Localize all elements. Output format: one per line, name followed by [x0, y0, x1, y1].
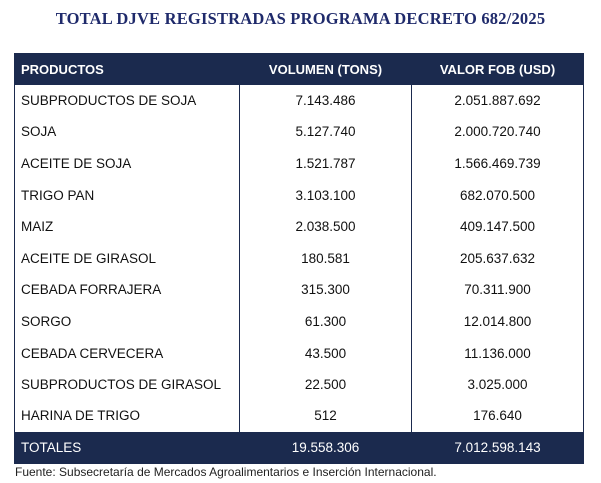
volume-cell: 3.103.100 [239, 179, 412, 211]
product-cell: TRIGO PAN [14, 179, 240, 211]
total-volume: 19.558.306 [239, 431, 412, 464]
value-cell: 11.136.000 [411, 337, 584, 369]
product-cell: MAIZ [14, 210, 240, 243]
volume-cell: 7.143.486 [239, 84, 412, 117]
value-cell: 176.640 [411, 400, 584, 433]
value-cell: 205.637.632 [411, 242, 584, 275]
volume-cell: 22.500 [239, 368, 412, 401]
volume-cell: 43.500 [239, 337, 412, 369]
volume-cell: 180.581 [239, 242, 412, 275]
product-cell: SUBPRODUCTOS DE GIRASOL [14, 368, 240, 401]
header-productos: PRODUCTOS [14, 53, 240, 85]
table-row: ACEITE DE GIRASOL 180.581 205.637.632 [14, 242, 584, 275]
value-cell: 3.025.000 [411, 368, 584, 401]
product-cell: HARINA DE TRIGO [14, 400, 240, 433]
value-cell: 2.051.887.692 [411, 84, 584, 117]
table-row: SUBPRODUCTOS DE GIRASOL 22.500 3.025.000 [14, 368, 584, 401]
volume-cell: 1.521.787 [239, 147, 412, 180]
table-header-row: PRODUCTOS VOLUMEN (TONS) VALOR FOB (USD) [14, 53, 584, 85]
table-row: CEBADA FORRAJERA 315.300 70.311.900 [14, 274, 584, 306]
page-title: TOTAL DJVE REGISTRADAS PROGRAMA DECRETO … [55, 9, 546, 28]
value-cell: 409.147.500 [411, 210, 584, 243]
value-cell: 1.566.469.739 [411, 147, 584, 180]
value-cell: 2.000.720.740 [411, 116, 584, 148]
table-row: HARINA DE TRIGO 512 176.640 [14, 400, 584, 433]
value-cell: 682.070.500 [411, 179, 584, 211]
value-cell: 70.311.900 [411, 274, 584, 306]
product-cell: CEBADA CERVECERA [14, 337, 240, 369]
totals-row: TOTALES 19.558.306 7.012.598.143 [14, 431, 584, 464]
total-value: 7.012.598.143 [411, 431, 584, 464]
product-cell: SUBPRODUCTOS DE SOJA [14, 84, 240, 117]
volume-cell: 315.300 [239, 274, 412, 306]
source-note: Fuente: Subsecretaría de Mercados Agroal… [15, 465, 437, 479]
table-row: ACEITE DE SOJA 1.521.787 1.566.469.739 [14, 147, 584, 180]
product-cell: SORGO [14, 305, 240, 338]
product-cell: ACEITE DE SOJA [14, 147, 240, 180]
volume-cell: 61.300 [239, 305, 412, 338]
product-cell: SOJA [14, 116, 240, 148]
table-row: TRIGO PAN 3.103.100 682.070.500 [14, 179, 584, 211]
table-row: SUBPRODUCTOS DE SOJA 7.143.486 2.051.887… [14, 84, 584, 117]
value-cell: 12.014.800 [411, 305, 584, 338]
product-cell: ACEITE DE GIRASOL [14, 242, 240, 275]
header-valor-fob: VALOR FOB (USD) [411, 53, 584, 85]
volume-cell: 512 [239, 400, 412, 433]
table-row: CEBADA CERVECERA 43.500 11.136.000 [14, 337, 584, 369]
totals-label: TOTALES [14, 431, 240, 464]
table-row: SOJA 5.127.740 2.000.720.740 [14, 116, 584, 148]
volume-cell: 5.127.740 [239, 116, 412, 148]
product-cell: CEBADA FORRAJERA [14, 274, 240, 306]
table-row: MAIZ 2.038.500 409.147.500 [14, 210, 584, 243]
djve-table: PRODUCTOS VOLUMEN (TONS) VALOR FOB (USD)… [14, 53, 584, 464]
table-row: SORGO 61.300 12.014.800 [14, 305, 584, 338]
header-volumen: VOLUMEN (TONS) [239, 53, 412, 85]
volume-cell: 2.038.500 [239, 210, 412, 243]
